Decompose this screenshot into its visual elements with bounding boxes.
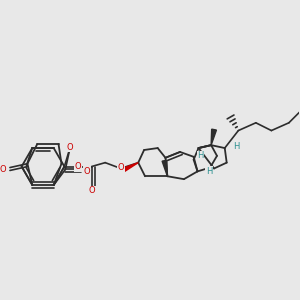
Polygon shape <box>162 160 167 176</box>
Text: H: H <box>206 167 212 176</box>
Text: O: O <box>117 163 124 172</box>
Text: H: H <box>197 151 204 160</box>
Text: O: O <box>0 165 7 174</box>
Polygon shape <box>211 129 216 145</box>
Text: O: O <box>88 186 95 195</box>
Text: O: O <box>83 167 90 176</box>
Text: O: O <box>75 162 81 171</box>
Polygon shape <box>122 163 138 172</box>
Text: H: H <box>233 142 240 151</box>
Text: O: O <box>67 142 74 152</box>
